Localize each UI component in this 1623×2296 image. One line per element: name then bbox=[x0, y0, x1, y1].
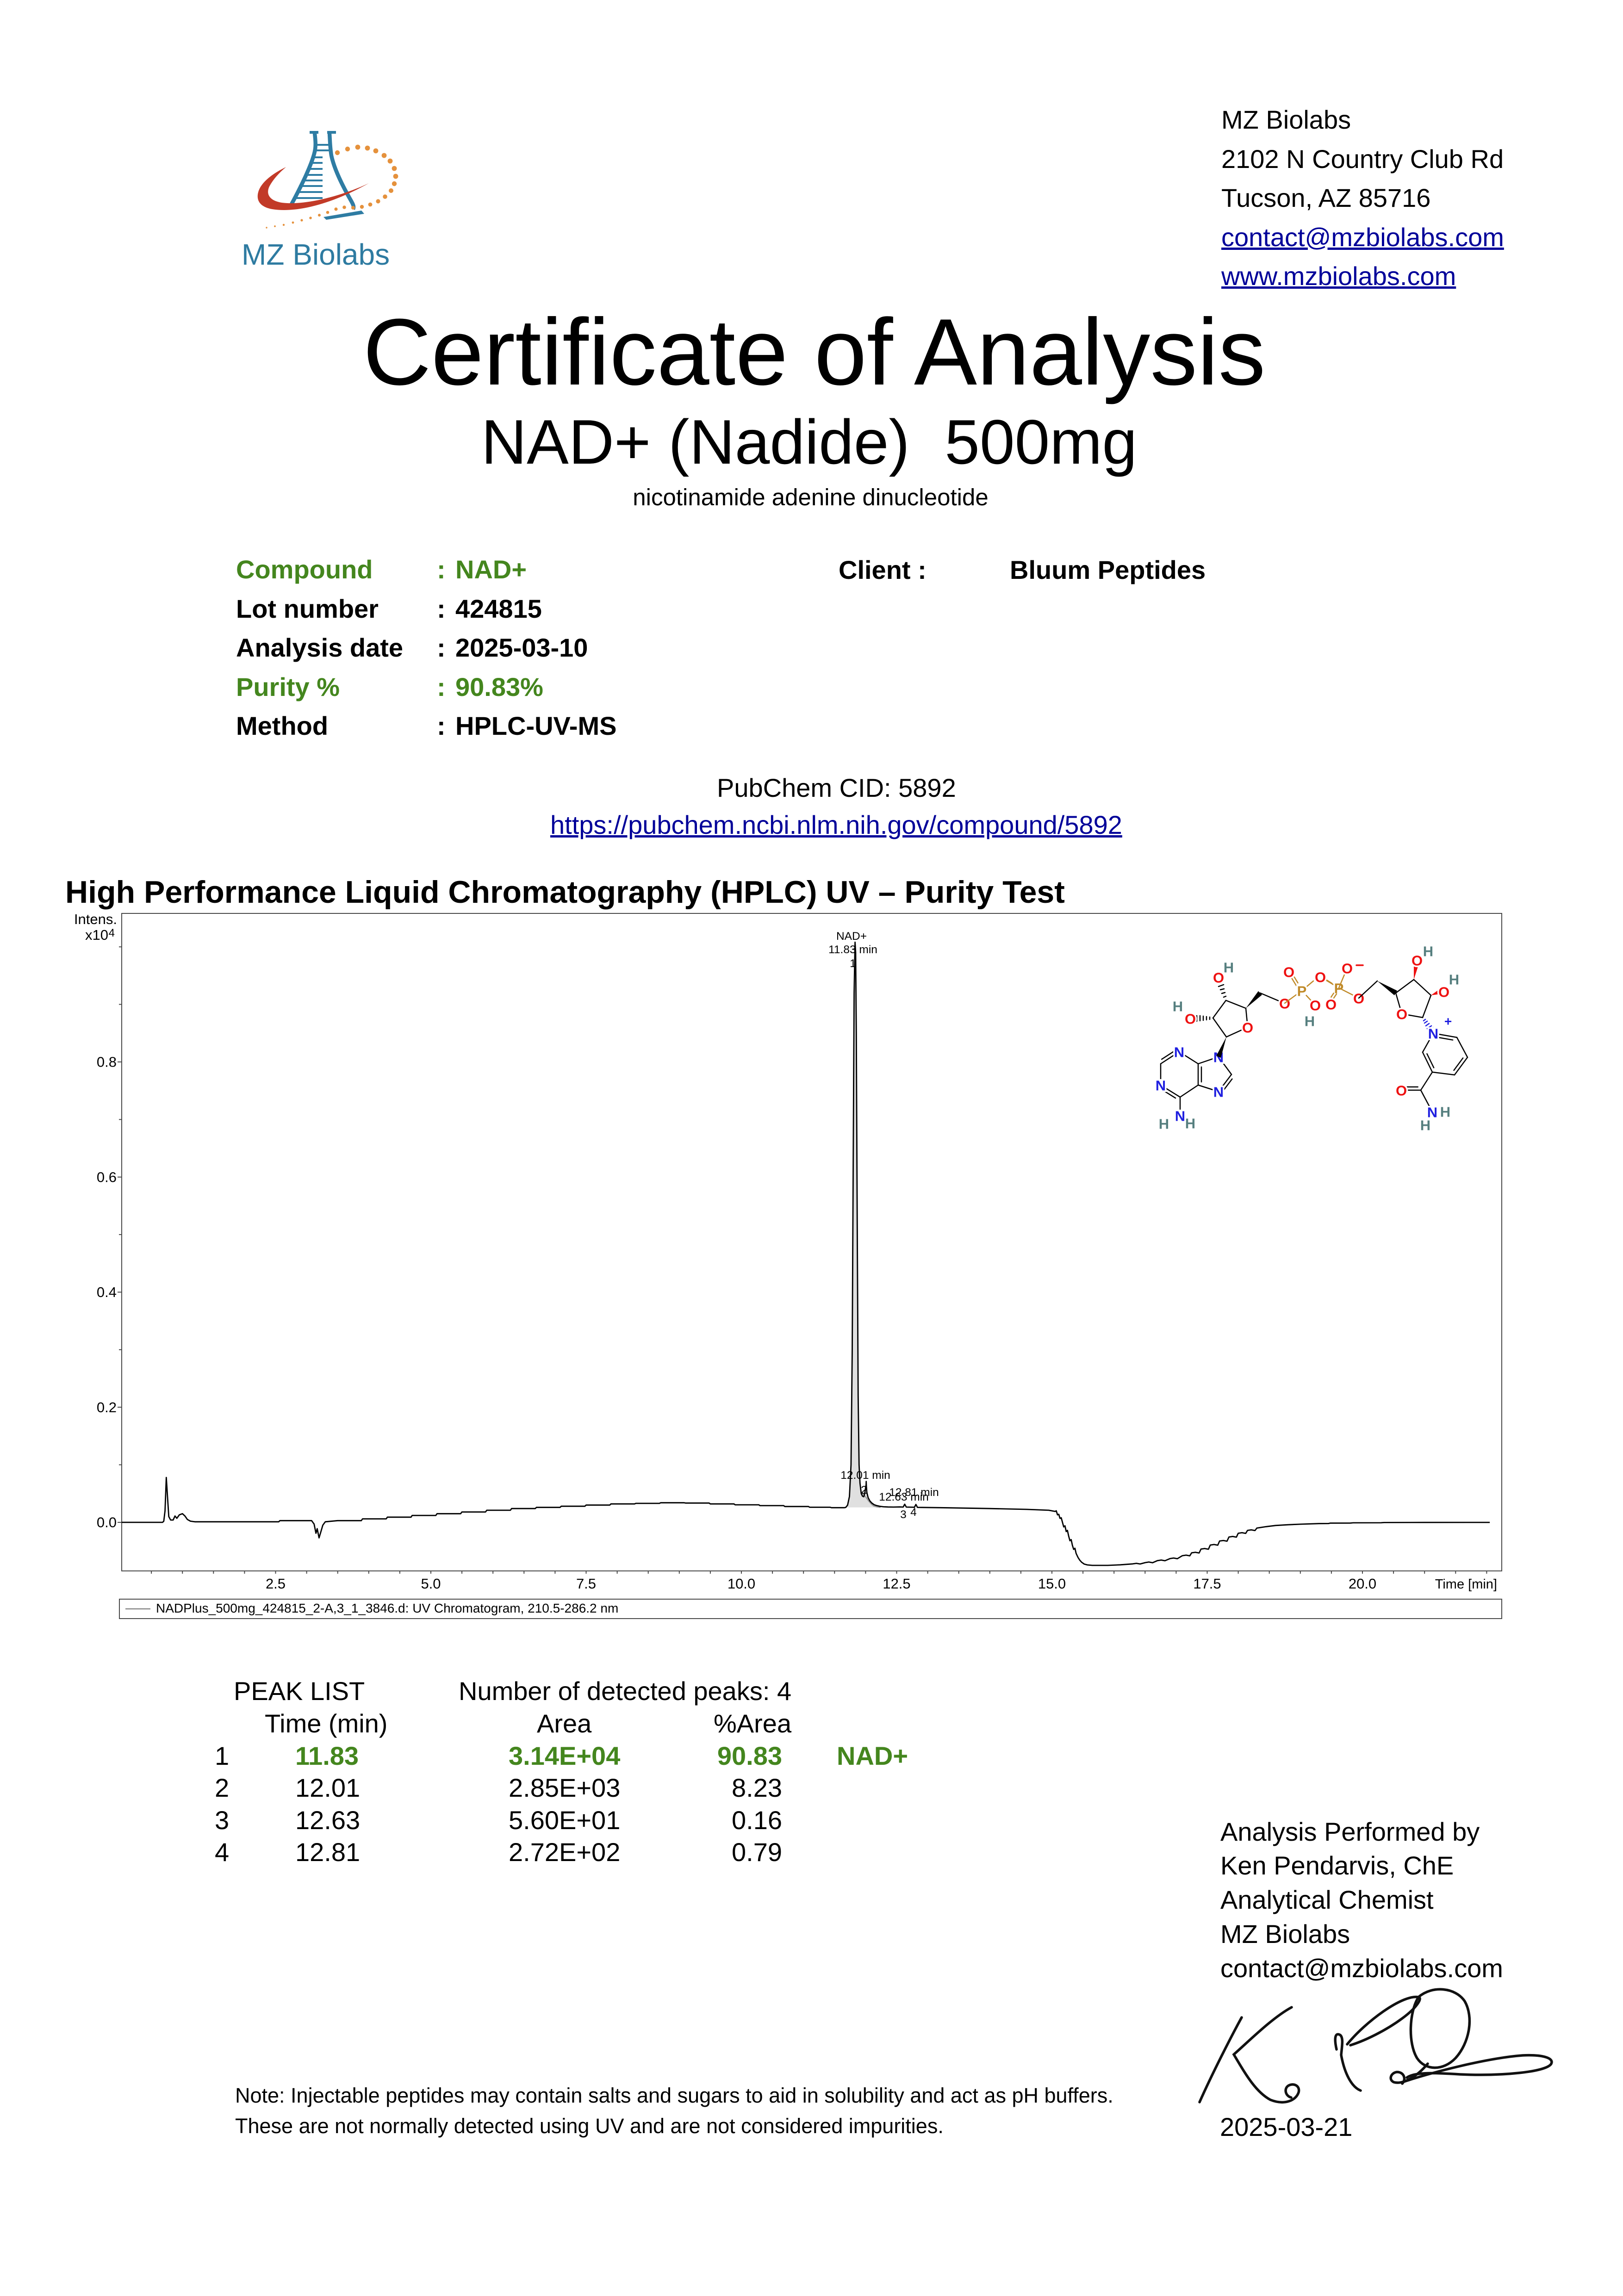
svg-text:NAD+: NAD+ bbox=[836, 930, 867, 943]
svg-text:0.6: 0.6 bbox=[97, 1169, 117, 1185]
svg-text:11.83 min: 11.83 min bbox=[828, 943, 877, 956]
svg-text:P: P bbox=[1297, 983, 1307, 999]
svg-text:Time [min]: Time [min] bbox=[1435, 1577, 1497, 1592]
svg-text:N: N bbox=[1427, 1105, 1437, 1121]
svg-text:4: 4 bbox=[910, 1506, 917, 1519]
svg-text:Intens.: Intens. bbox=[74, 911, 117, 927]
svg-text:12.5: 12.5 bbox=[883, 1576, 910, 1592]
svg-text:N: N bbox=[1174, 1044, 1184, 1061]
svg-text:15.0: 15.0 bbox=[1038, 1576, 1066, 1592]
svg-text:3: 3 bbox=[900, 1508, 907, 1521]
svg-text:0.8: 0.8 bbox=[97, 1054, 117, 1070]
svg-text:O: O bbox=[1396, 1083, 1407, 1099]
svg-text:O: O bbox=[1315, 969, 1326, 986]
svg-text:4: 4 bbox=[109, 927, 115, 939]
svg-text:2.5: 2.5 bbox=[266, 1576, 286, 1592]
svg-text:0.0: 0.0 bbox=[97, 1514, 117, 1531]
svg-text:H: H bbox=[1159, 1116, 1169, 1132]
svg-text:NADPlus_500mg_424815_2-A,3_1_3: NADPlus_500mg_424815_2-A,3_1_3846.d: UV … bbox=[156, 1601, 618, 1615]
svg-text:7.5: 7.5 bbox=[576, 1576, 596, 1592]
svg-text:H: H bbox=[1173, 999, 1183, 1015]
svg-text:20.0: 20.0 bbox=[1349, 1576, 1376, 1592]
svg-text:+: + bbox=[1444, 1014, 1452, 1029]
svg-text:12.63 min: 12.63 min bbox=[879, 1491, 929, 1503]
svg-text:N: N bbox=[1213, 1084, 1224, 1100]
svg-text:N: N bbox=[1175, 1108, 1185, 1124]
svg-text:O: O bbox=[1412, 953, 1423, 969]
svg-text:H: H bbox=[1185, 1116, 1195, 1132]
svg-text:H: H bbox=[1224, 960, 1234, 976]
svg-text:12.81 min: 12.81 min bbox=[889, 1486, 939, 1499]
svg-text:O: O bbox=[1283, 964, 1294, 980]
svg-text:x10: x10 bbox=[85, 927, 108, 943]
svg-text:2: 2 bbox=[861, 1484, 867, 1496]
svg-text:O: O bbox=[1213, 970, 1224, 986]
svg-text:H: H bbox=[1420, 1117, 1430, 1134]
svg-text:0.4: 0.4 bbox=[97, 1284, 117, 1300]
svg-text:H: H bbox=[1423, 943, 1433, 960]
svg-text:O: O bbox=[1325, 997, 1337, 1013]
svg-text:O: O bbox=[1438, 984, 1449, 1000]
svg-text:H: H bbox=[1305, 1013, 1315, 1030]
svg-text:O: O bbox=[1396, 1006, 1407, 1023]
svg-text:O: O bbox=[1185, 1011, 1196, 1027]
svg-text:O: O bbox=[1342, 961, 1353, 977]
svg-text:N: N bbox=[1428, 1026, 1438, 1042]
svg-text:N: N bbox=[1156, 1078, 1166, 1094]
svg-text:10.0: 10.0 bbox=[728, 1576, 755, 1592]
svg-text:H: H bbox=[1449, 972, 1459, 988]
svg-text:O: O bbox=[1310, 998, 1321, 1014]
svg-text:O: O bbox=[1242, 1020, 1253, 1036]
svg-text:5.0: 5.0 bbox=[421, 1576, 441, 1592]
svg-text:17.5: 17.5 bbox=[1193, 1576, 1221, 1592]
svg-text:12.01 min: 12.01 min bbox=[840, 1469, 890, 1482]
svg-text:H: H bbox=[1440, 1104, 1450, 1120]
svg-text:0.2: 0.2 bbox=[97, 1399, 117, 1415]
svg-text:1: 1 bbox=[850, 957, 856, 970]
